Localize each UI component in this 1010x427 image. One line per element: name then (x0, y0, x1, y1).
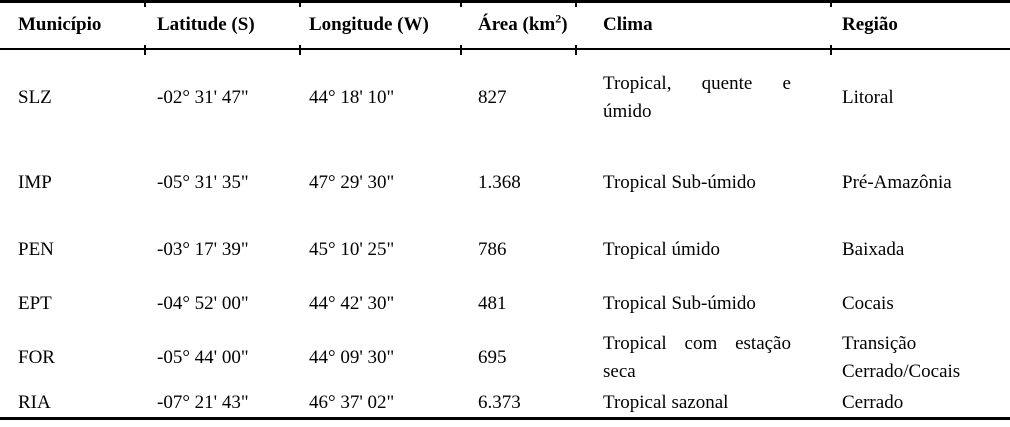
table-row-ria: RIA -07° 21' 43" 46° 37' 02" 6.373 Tropi… (0, 389, 1010, 419)
column-divider-tick (460, 45, 462, 55)
table-row-slz: SLZ -02° 31' 47" 44° 18' 10" 827 Tropica… (0, 49, 1010, 147)
cell-longitude: 47° 29' 30" (309, 171, 395, 193)
column-divider-tick (830, 0, 832, 7)
cell-municipio: RIA (18, 391, 51, 413)
col-header-longitude: Longitude (W) (309, 14, 429, 36)
col-header-latitude: Latitude (S) (157, 14, 255, 36)
cell-latitude: -05° 31' 35" (157, 171, 249, 193)
cell-regiao: Litoral (842, 87, 894, 108)
cell-latitude: -05° 44' 00" (157, 346, 249, 368)
column-divider-tick (575, 45, 577, 55)
header-row: Município Latitude (S) Longitude (W) Áre… (0, 2, 1010, 49)
cell-area: 827 (478, 87, 507, 108)
column-divider-tick (830, 45, 832, 55)
cell-area: 1.368 (478, 171, 521, 193)
table-header: Município Latitude (S) Longitude (W) Áre… (0, 2, 1010, 49)
cell-area: 6.373 (478, 391, 521, 413)
cell-latitude: -04° 52' 00" (157, 292, 249, 314)
cell-area: 481 (478, 292, 507, 314)
cell-municipio: SLZ (18, 87, 52, 108)
cell-clima: Tropical, quente e úmido (577, 49, 832, 147)
clima-line: úmido (603, 101, 652, 122)
cell-clima: Tropical sazonal (603, 391, 729, 413)
area-label-close: ) (561, 14, 568, 36)
cell-area: 695 (478, 346, 507, 368)
clima-line: seca (603, 360, 636, 382)
cell-longitude: 45° 10' 25" (309, 238, 395, 260)
cell-regiao: Cerrado (842, 391, 904, 413)
table-row-pen: PEN -03° 17' 39" 45° 10' 25" 786 Tropica… (0, 219, 1010, 281)
column-divider-tick (299, 0, 301, 7)
area-unit-superscript: 2 (555, 11, 562, 26)
table-row-imp: IMP -05° 31' 35" 47° 29' 30" 1.368 Tropi… (0, 147, 1010, 219)
col-header-regiao: Região (842, 14, 898, 36)
cell-regiao: Transição Cerrado/Cocais (842, 332, 961, 382)
cell-municipio: IMP (18, 171, 52, 193)
cell-longitude: 46° 37' 02" (309, 391, 395, 413)
col-header-municipio: Município (18, 14, 102, 36)
cell-municipio: PEN (18, 238, 54, 260)
column-divider-tick (144, 45, 146, 55)
col-header-area: Área (km2) (462, 2, 577, 49)
cell-longitude: 44° 18' 10" (309, 87, 395, 108)
cell-regiao: Cocais (842, 292, 894, 314)
cell-latitude: -02° 31' 47" (157, 87, 249, 108)
cell-clima: Tropical Sub-úmido (603, 171, 756, 193)
cell-longitude: 44° 09' 30" (309, 346, 395, 368)
cell-clima: Tropical úmido (603, 238, 720, 260)
table-row-for: FOR -05° 44' 00" 44° 09' 30" 695 Tropica… (0, 327, 1010, 389)
cell-clima: Tropical com estação seca (577, 327, 832, 389)
table-row-ept: EPT -04° 52' 00" 44° 42' 30" 481 Tropica… (0, 281, 1010, 327)
cell-latitude: -03° 17' 39" (157, 238, 249, 260)
cell-regiao: Baixada (842, 238, 905, 260)
table-body: SLZ -02° 31' 47" 44° 18' 10" 827 Tropica… (0, 49, 1010, 419)
cell-municipio: FOR (18, 346, 55, 368)
cell-clima: Tropical Sub-úmido (603, 292, 756, 314)
clima-line: Tropical, quente e (603, 73, 791, 94)
column-divider-tick (575, 0, 577, 7)
cell-municipio: EPT (18, 292, 52, 314)
cell-area: 786 (478, 238, 507, 260)
cell-longitude: 44° 42' 30" (309, 292, 395, 314)
cell-latitude: -07° 21' 43" (157, 391, 249, 413)
column-divider-tick (299, 45, 301, 55)
area-label: Área (km (478, 14, 556, 36)
column-divider-tick (144, 0, 146, 7)
clima-line: Tropical com estação (603, 332, 791, 354)
cell-regiao: Pré-Amazônia (842, 171, 952, 193)
column-divider-tick (460, 0, 462, 7)
col-header-clima: Clima (603, 14, 653, 36)
